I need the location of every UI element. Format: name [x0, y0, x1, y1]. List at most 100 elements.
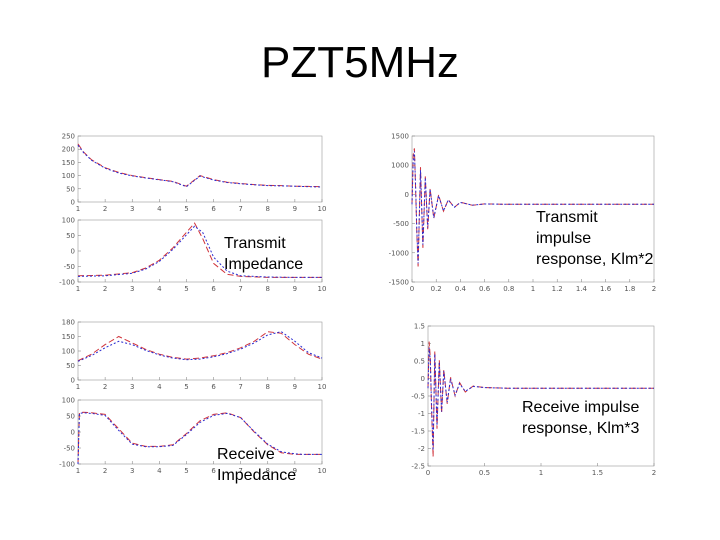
y-tick-label: -1	[418, 410, 425, 418]
y-tick-label: -50	[64, 445, 75, 453]
y-tick-label: -50	[64, 263, 75, 271]
x-tick-label: 1	[76, 285, 80, 293]
x-tick-label: 1	[76, 383, 80, 391]
y-tick-label: -1000	[389, 249, 409, 257]
x-tick-label: 2	[103, 285, 107, 293]
y-tick-label: 180	[62, 319, 75, 327]
y-tick-label: -500	[393, 220, 409, 228]
x-tick-label: 0.2	[431, 285, 442, 293]
x-tick-label: 1	[76, 467, 80, 475]
y-tick-label: -2.5	[411, 463, 425, 471]
caption-line: response, Klm*3	[522, 420, 640, 437]
y-tick-label: 1.5	[414, 323, 425, 331]
x-tick-label: 9	[293, 285, 297, 293]
rx-impulse-plot: 1.510.50-0.5-1-1.5-2-2.50 0.5 1 1.5 2	[411, 323, 656, 478]
x-tick-label: 0.4	[455, 285, 467, 293]
caption-line: Impedance	[217, 467, 297, 484]
caption-transmit-impedance: Transmit Impedance	[224, 233, 303, 275]
x-tick-label: 1.6	[600, 285, 612, 293]
x-tick-label: 2	[652, 469, 656, 477]
x-tick-label: 10	[318, 467, 327, 475]
y-tick-label: 50	[66, 362, 75, 370]
x-tick-label: 4	[157, 383, 162, 391]
y-tick-label: -100	[59, 279, 75, 287]
caption-receive-impedance: Receive Impedance	[217, 444, 296, 486]
x-tick-label: 3	[130, 285, 134, 293]
y-tick-label: 0	[71, 248, 75, 256]
caption-receive-impulse: Receive impulse response, Klm*3	[522, 397, 639, 439]
x-tick-label: 6	[211, 205, 216, 213]
x-tick-label: 1	[539, 469, 543, 477]
series-line-blue	[77, 144, 323, 188]
x-tick-label: 3	[130, 205, 134, 213]
y-tick-label: 0.5	[414, 358, 425, 366]
x-tick-label: 3	[130, 467, 134, 475]
y-tick-label: 100	[62, 172, 75, 180]
caption-transmit-impulse: Transmit impulse response, Klm*2	[536, 207, 653, 270]
series-line-blue	[77, 331, 323, 362]
y-tick-label: 200	[62, 146, 75, 154]
y-tick-label: -100	[59, 461, 75, 469]
series-line-blue	[411, 151, 654, 264]
x-tick-label: 0.5	[479, 469, 490, 477]
x-tick-label: 10	[318, 285, 327, 293]
plot-frame	[77, 321, 323, 381]
x-tick-label: 10	[318, 383, 327, 391]
y-tick-label: -2	[418, 445, 425, 453]
y-tick-label: 100	[62, 217, 75, 225]
x-tick-label: 3	[130, 383, 134, 391]
x-tick-label: 4	[157, 205, 162, 213]
y-tick-label: 50	[66, 185, 75, 193]
y-tick-label: 0	[71, 199, 75, 207]
x-tick-label: 5	[184, 285, 188, 293]
x-tick-label: 7	[238, 383, 242, 391]
caption-line: Impedance	[224, 256, 304, 273]
y-tick-label: -1.5	[411, 428, 425, 436]
x-tick-label: 9	[293, 205, 297, 213]
x-tick-label: 4	[157, 285, 162, 293]
x-tick-label: 5	[184, 205, 188, 213]
x-tick-label: 2	[103, 205, 107, 213]
x-tick-label: 1.2	[552, 285, 563, 293]
y-tick-label: 150	[62, 333, 75, 341]
plot-frame	[77, 135, 323, 203]
x-tick-label: 8	[266, 467, 270, 475]
x-tick-label: 1	[531, 285, 535, 293]
y-tick-label: 250	[62, 133, 75, 141]
series-line-red	[77, 331, 323, 362]
plot-frame	[427, 325, 655, 467]
x-tick-label: 9	[293, 383, 297, 391]
caption-line: impulse	[536, 230, 592, 247]
series-line-red	[77, 143, 323, 188]
slide-title: PZT5MHz	[261, 38, 459, 87]
x-tick-label: 7	[238, 285, 242, 293]
caption-line: Receive	[217, 446, 275, 463]
y-tick-label: 1000	[391, 162, 409, 170]
x-tick-label: 2	[652, 285, 656, 293]
series-line-blue	[427, 347, 654, 451]
x-tick-label: 1.5	[592, 469, 603, 477]
y-tick-label: 50	[66, 413, 75, 421]
y-tick-label: 0	[421, 375, 425, 383]
x-tick-label: 6	[211, 383, 216, 391]
y-tick-label: 50	[66, 232, 75, 240]
x-tick-label: 0.8	[503, 285, 514, 293]
x-tick-label: 0.6	[479, 285, 491, 293]
caption-line: Transmit	[224, 235, 286, 252]
y-tick-label: 0	[405, 191, 409, 199]
x-tick-label: 4	[157, 467, 162, 475]
x-tick-label: 5	[184, 467, 188, 475]
x-tick-label: 6	[211, 467, 216, 475]
series-line-red	[77, 411, 322, 465]
y-tick-label: 100	[62, 397, 75, 405]
x-tick-label: 7	[238, 205, 242, 213]
x-tick-label: 2	[103, 467, 107, 475]
rx-imp-mag-plot: 180 150 100 50 01 2 3 4 5 6 7 8 9 10	[62, 319, 327, 392]
x-tick-label: 5	[184, 383, 188, 391]
y-tick-label: 100	[62, 348, 75, 356]
x-tick-label: 7	[238, 467, 242, 475]
y-tick-label: 0	[71, 429, 75, 437]
